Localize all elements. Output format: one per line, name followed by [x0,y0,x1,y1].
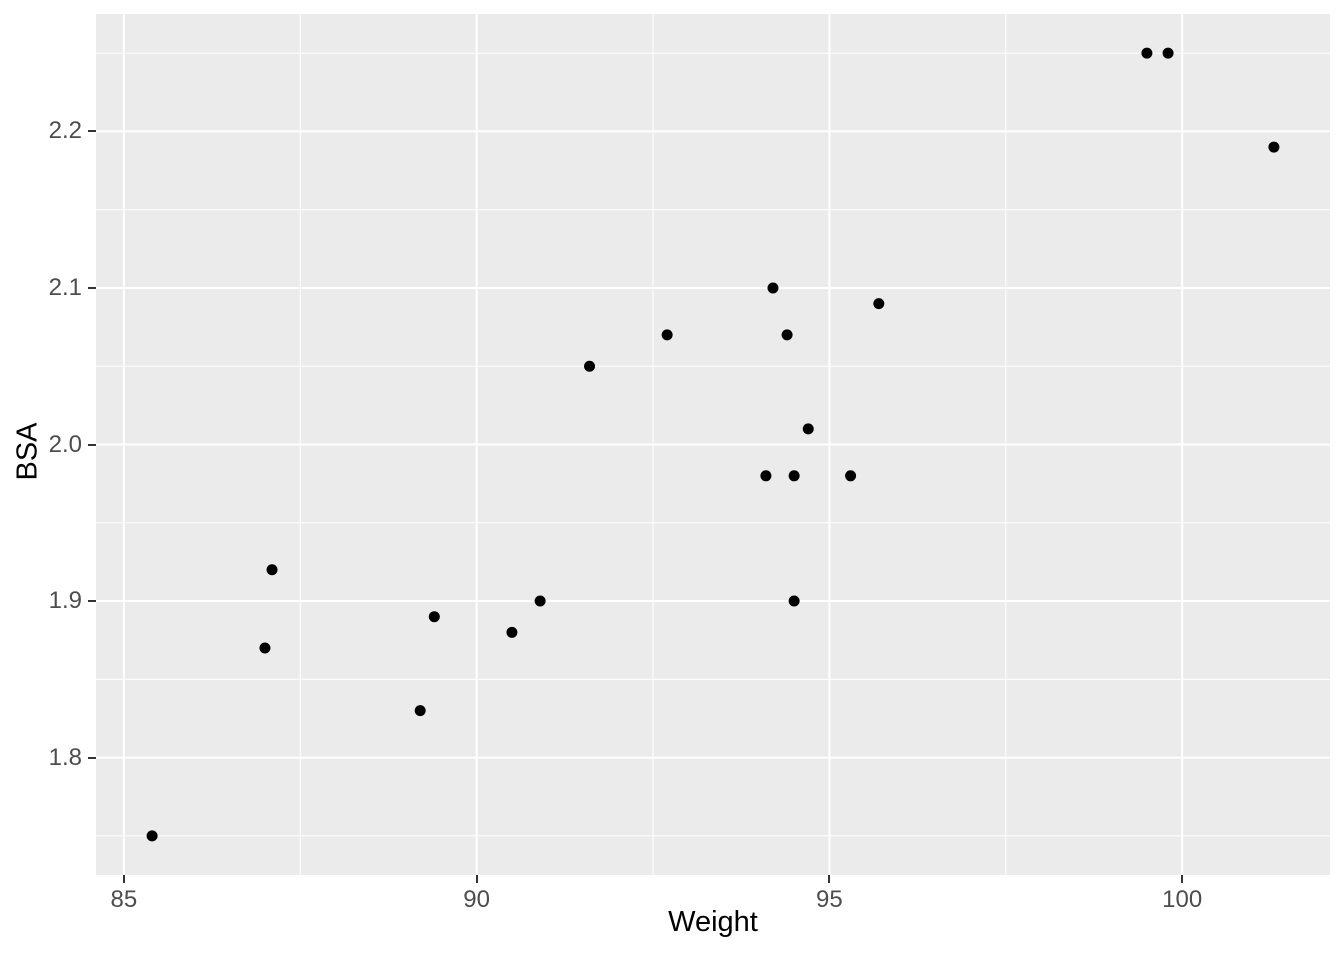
data-point [259,642,271,654]
data-point [788,595,800,607]
y-tick-mark [88,130,96,133]
y-tick-label: 1.8 [48,743,82,771]
data-point [428,611,440,623]
x-tick-mark [122,875,125,883]
data-point [873,298,885,310]
data-point [661,329,673,341]
y-tick-label: 2.1 [48,273,82,301]
data-point [146,830,158,842]
data-point [534,595,546,607]
data-point [802,423,814,435]
y-tick-label: 2.0 [48,430,82,458]
y-tick-label: 2.2 [48,117,82,145]
plot-area [96,14,1330,875]
x-axis-title: Weight [668,906,758,938]
x-tick-label: 85 [110,886,138,913]
data-point [788,470,800,482]
x-tick-label: 100 [1162,886,1203,913]
data-point [845,470,857,482]
y-tick-mark [88,756,96,759]
y-tick-mark [88,443,96,446]
data-point [1268,141,1280,153]
data-point [767,282,779,294]
data-point [266,564,278,576]
plot-panel [96,14,1330,875]
data-point [414,705,426,717]
y-tick-mark [88,286,96,289]
data-point [584,360,596,372]
data-point [781,329,793,341]
data-point [760,470,772,482]
x-tick-mark [1181,875,1184,883]
data-point [506,626,518,638]
x-tick-mark [828,875,831,883]
data-point [1141,47,1153,59]
x-tick-mark [475,875,478,883]
data-point [1162,47,1174,59]
y-tick-mark [88,600,96,603]
y-tick-label: 1.9 [48,587,82,615]
x-tick-label: 95 [816,886,843,913]
x-tick-label: 90 [463,886,490,913]
